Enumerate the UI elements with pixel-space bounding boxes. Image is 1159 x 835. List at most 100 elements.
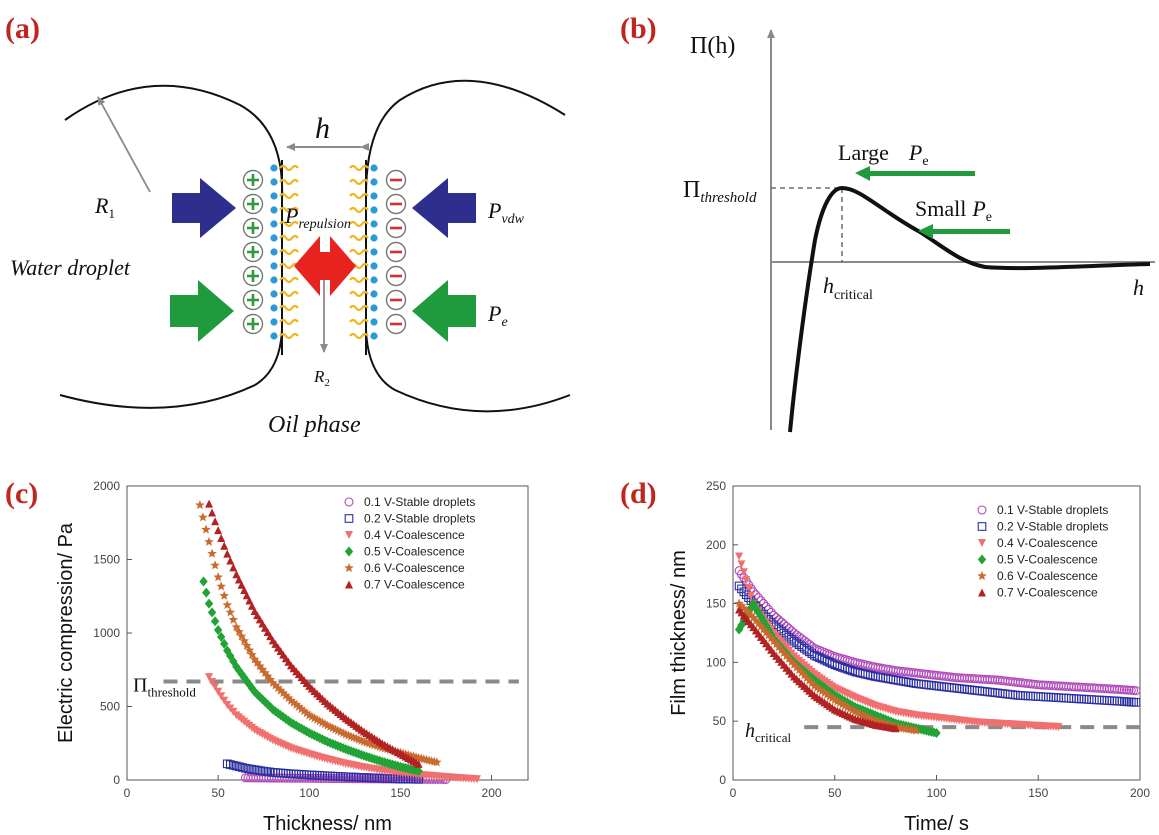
legend-entry: 0.4 V-Coalescence xyxy=(997,536,1098,550)
surfactant-tail xyxy=(349,290,369,298)
data-point xyxy=(1105,696,1114,705)
data-point xyxy=(299,706,309,716)
surfactant-head xyxy=(270,234,278,242)
data-point xyxy=(891,724,900,733)
data-point xyxy=(219,590,229,600)
surfactant-head xyxy=(270,332,278,340)
surfactant-tail xyxy=(349,220,369,228)
surfactant-tail xyxy=(279,234,299,242)
x-axis-title: Thickness/ nm xyxy=(263,813,392,835)
data-point xyxy=(210,616,220,627)
data-point xyxy=(746,591,755,600)
legend-marker xyxy=(978,539,986,547)
data-point xyxy=(932,681,941,691)
surfactant-tail xyxy=(349,164,369,172)
x-tick-label: 200 xyxy=(1130,786,1150,800)
data-point xyxy=(794,665,804,675)
minus-charge-icon xyxy=(385,241,407,263)
data-point xyxy=(812,682,822,692)
data-point xyxy=(232,761,241,771)
data-point xyxy=(275,685,286,695)
surfactant-head xyxy=(370,206,378,214)
data-point xyxy=(207,548,217,558)
panel-label-a: (a) xyxy=(5,12,40,45)
surfactant-tail xyxy=(349,318,369,326)
data-point xyxy=(942,682,952,692)
data-point xyxy=(1011,690,1020,700)
water-droplet-label: Water droplet xyxy=(10,255,131,280)
data-point xyxy=(1102,696,1112,705)
data-point xyxy=(296,704,307,714)
y-tick-label: 100 xyxy=(706,655,726,669)
data-point xyxy=(1094,695,1104,705)
data-point xyxy=(944,683,954,692)
surfactant-head xyxy=(370,192,378,200)
data-point xyxy=(960,684,969,694)
P-e-right-arrow xyxy=(412,280,476,342)
legend-entry: 0.2 V-Stable droplets xyxy=(364,512,475,526)
data-point xyxy=(832,696,843,706)
data-point xyxy=(734,598,744,608)
y-tick-label: 1000 xyxy=(93,626,120,640)
data-point xyxy=(1041,692,1051,702)
data-point xyxy=(1079,694,1089,704)
data-point xyxy=(1051,693,1061,702)
data-point xyxy=(977,686,987,696)
h-label: h xyxy=(315,112,330,145)
data-point xyxy=(993,688,1002,698)
data-point xyxy=(195,500,205,510)
x-tick-label: 150 xyxy=(1028,786,1048,800)
x-tick-label: 50 xyxy=(828,786,842,800)
data-point xyxy=(202,587,211,598)
data-point xyxy=(990,688,1000,698)
data-point xyxy=(1061,693,1071,703)
data-point xyxy=(1069,694,1079,703)
surfactant-tail xyxy=(279,304,299,312)
data-point xyxy=(1018,691,1028,700)
data-point xyxy=(746,610,756,620)
data-point xyxy=(1059,693,1069,703)
surfactant-tail xyxy=(279,192,299,200)
data-point xyxy=(223,549,232,558)
data-point xyxy=(1049,693,1058,702)
data-point xyxy=(325,721,335,731)
surfactant-tail xyxy=(349,304,369,312)
data-point xyxy=(235,762,244,772)
legend-entry: 0.7 V-Coalescence xyxy=(364,578,465,592)
surfactant-head xyxy=(370,290,378,298)
data-point xyxy=(237,580,246,589)
minus-charge-icon xyxy=(385,217,407,239)
oil-phase-label: Oil phase xyxy=(268,412,361,438)
data-point xyxy=(1008,690,1018,700)
data-point xyxy=(223,645,232,656)
x-tick-label: 100 xyxy=(926,786,946,800)
data-point xyxy=(791,662,802,672)
data-point xyxy=(220,696,229,705)
surfactant-tail xyxy=(279,178,299,186)
surfactant-head xyxy=(370,332,378,340)
data-point xyxy=(1021,691,1030,701)
data-point xyxy=(947,683,957,693)
series-0-7-v-coalescence xyxy=(205,499,423,768)
data-point xyxy=(239,635,249,646)
data-point xyxy=(911,725,921,735)
data-point xyxy=(751,615,761,625)
data-point xyxy=(257,664,268,674)
P-repulsion-label: Prepulsion xyxy=(284,203,351,232)
data-point xyxy=(756,621,766,631)
data-point xyxy=(273,768,283,778)
data-point xyxy=(985,687,995,697)
data-point xyxy=(1131,698,1141,707)
minus-charge-icon xyxy=(385,169,407,191)
data-point xyxy=(734,624,744,635)
legend-marker xyxy=(977,554,987,565)
panel-label-c: (c) xyxy=(5,477,38,510)
surfactant-head xyxy=(370,178,378,186)
data-point xyxy=(1131,686,1141,696)
data-point xyxy=(949,683,959,693)
small-Pe-arrow xyxy=(918,224,1010,239)
x-tick-label: 100 xyxy=(299,786,319,800)
y-tick-label: 250 xyxy=(706,479,726,493)
surfactant-head xyxy=(270,276,278,284)
data-point xyxy=(317,717,328,727)
